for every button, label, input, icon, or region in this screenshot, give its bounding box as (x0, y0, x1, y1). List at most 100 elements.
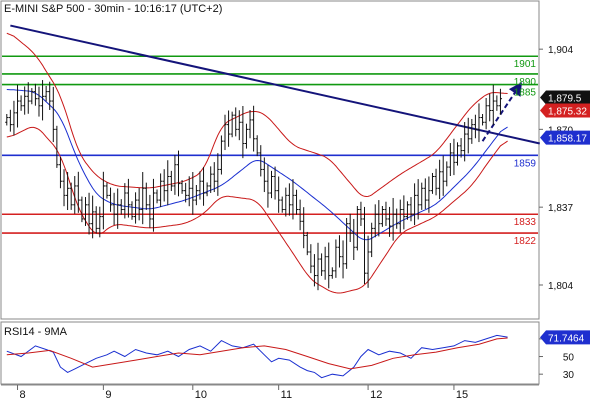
bollinger-bands (6, 32, 508, 294)
projection-arrow-head (508, 82, 522, 97)
price-bar (480, 114, 485, 126)
price-bar (459, 138, 463, 158)
price-bar (420, 182, 424, 210)
price-bar (209, 166, 213, 193)
price-bar (44, 85, 48, 102)
price-bar (12, 100, 16, 136)
price-bar (180, 180, 184, 194)
bollinger-lower (6, 126, 508, 294)
price-bar (26, 82, 30, 114)
price-bar (123, 183, 127, 219)
time-axis: 8 9 10 11 12 15 (1, 384, 539, 400)
rsi-series (6, 334, 508, 379)
price-bar (48, 81, 52, 110)
price-bar (409, 197, 413, 222)
rsi-title: RSI14 - 9MA (4, 326, 68, 338)
price-bar (119, 199, 123, 215)
price-bar (259, 145, 263, 177)
price-bar (377, 200, 381, 237)
price-bar (370, 222, 374, 258)
price-bar (316, 242, 320, 291)
price-bar (155, 189, 159, 204)
level-label-4: 1833 (514, 217, 537, 228)
rsi-tick-label: 30 (563, 370, 575, 381)
time-tick-label: 10 (195, 389, 207, 400)
price-bar (402, 195, 406, 230)
time-tick-label: 8 (20, 389, 26, 400)
rsi-series-line-0 (6, 334, 508, 379)
price-bar (30, 88, 34, 105)
price-tick-label: 1,804 (548, 281, 573, 292)
price-bar (191, 172, 195, 215)
price-bar (87, 192, 91, 235)
price-bar (76, 171, 80, 213)
level-label-5: 1822 (514, 236, 537, 247)
price-panel-frame (0, 0, 540, 320)
rsi-tick-label: 50 (563, 353, 575, 364)
price-bar (395, 208, 399, 229)
price-bar (473, 114, 477, 139)
price-bar (391, 197, 395, 241)
projection-arrow-line (481, 87, 519, 142)
price-tick-label: 1,837 (548, 203, 573, 214)
price-bar (269, 170, 274, 199)
price-bar (305, 231, 309, 256)
price-bar (8, 109, 12, 132)
price-bar (55, 125, 59, 168)
price-bar (5, 114, 9, 126)
price-bar (352, 218, 356, 260)
price-bar (423, 178, 427, 210)
price-bar (216, 153, 220, 196)
price-bar (187, 176, 191, 207)
price-bar (112, 192, 116, 226)
price-bar (280, 196, 284, 213)
price-bar (108, 187, 113, 212)
level-label-1: 1890 (514, 77, 537, 88)
price-bar (323, 246, 327, 280)
price-bar (133, 192, 138, 224)
rsi-current-bg (540, 330, 590, 345)
price-bar (488, 93, 492, 122)
price-bar (73, 176, 77, 214)
price-bar (341, 240, 345, 279)
price-bar (477, 103, 481, 143)
price-bar (427, 176, 431, 213)
price-bar (284, 187, 288, 217)
price-bar (294, 189, 299, 215)
price-bar (302, 207, 306, 249)
price-bar (273, 166, 277, 200)
price-bar (484, 97, 488, 130)
time-tick-label: 12 (370, 389, 382, 400)
price-bar (58, 156, 63, 189)
price-panel: E-MINI S&P 500 - 30min - 10:16:17 (UTC+2… (0, 0, 590, 320)
price-bar (15, 84, 20, 128)
price-bar (223, 114, 227, 151)
price-bar (491, 84, 495, 126)
price-bar (69, 182, 73, 210)
rsi-panel-frame (0, 321, 540, 385)
price-bar (201, 167, 206, 206)
price-tag-bg-2 (540, 130, 590, 145)
price-bar (445, 161, 449, 187)
level-label-0: 1901 (514, 59, 537, 70)
price-bar (219, 135, 224, 175)
price-bar (37, 86, 41, 117)
price-bar (416, 179, 420, 220)
price-bar (248, 110, 252, 139)
bollinger-upper (6, 32, 508, 198)
price-bar (466, 117, 470, 154)
price-bar (405, 201, 410, 220)
price-bar (162, 169, 166, 202)
price-bar (62, 169, 66, 207)
price-bar (166, 160, 170, 206)
price-bar (387, 206, 392, 237)
price-bar (362, 206, 367, 285)
price-bar (262, 157, 266, 193)
price-bar (430, 172, 435, 194)
price-bar (137, 188, 141, 221)
price-bar (94, 206, 98, 234)
price-bar (266, 164, 270, 208)
price-bar (198, 171, 202, 200)
price-bar (438, 159, 442, 200)
price-bar (327, 242, 331, 289)
